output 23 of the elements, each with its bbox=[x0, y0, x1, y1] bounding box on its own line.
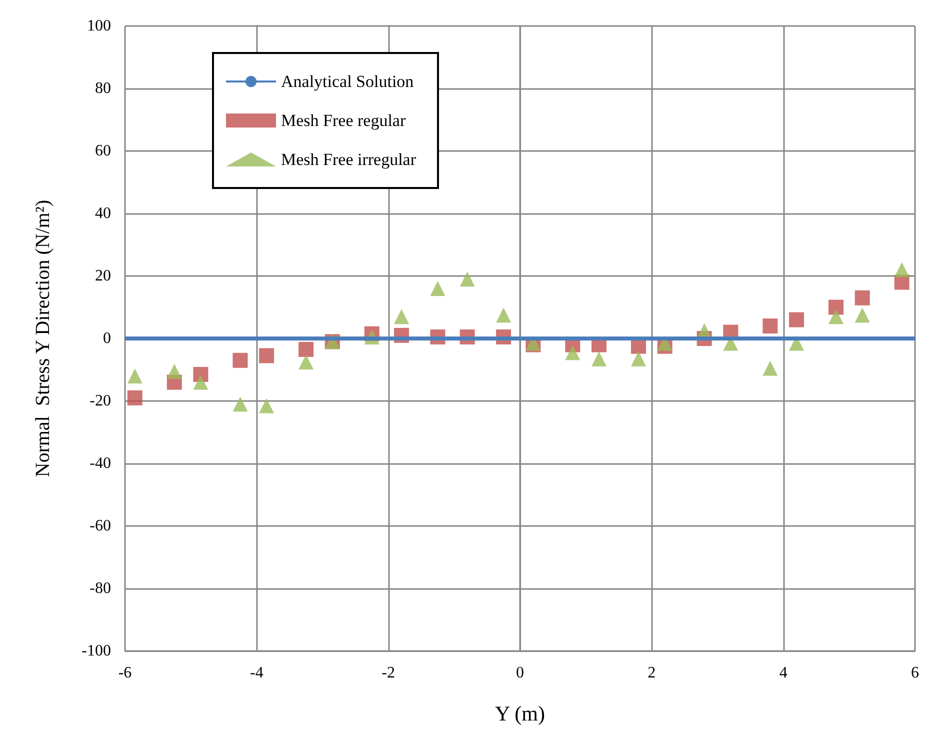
legend-label: Mesh Free irregular bbox=[281, 150, 416, 169]
y-axis-title: Normal Stress Y Direction (N/m²) bbox=[32, 200, 54, 478]
y-tick-label: -80 bbox=[90, 580, 111, 597]
x-tick-label: 0 bbox=[516, 664, 524, 682]
x-tick-label: 4 bbox=[779, 664, 788, 682]
x-tick-label: -2 bbox=[382, 664, 395, 682]
legend-label: Analytical Solution bbox=[281, 72, 414, 91]
x-tick-label: 6 bbox=[911, 664, 919, 682]
y-tick-label: 0 bbox=[103, 330, 111, 347]
y-tick-label: 40 bbox=[95, 205, 111, 222]
y-tick-label: -40 bbox=[90, 455, 111, 472]
x-tick-label: -4 bbox=[250, 664, 264, 682]
y-tick-label: 60 bbox=[95, 142, 111, 160]
y-tick-label: -20 bbox=[90, 392, 111, 410]
x-axis-title: Y (m) bbox=[495, 702, 545, 726]
y-tick-label: 20 bbox=[95, 268, 111, 284]
x-tick-label: 2 bbox=[648, 664, 656, 682]
y-tick-label: -100 bbox=[82, 642, 111, 660]
legend-label: Mesh Free regular bbox=[281, 111, 406, 130]
y-tick-label: -60 bbox=[90, 518, 111, 534]
y-tick-label: 100 bbox=[87, 18, 111, 34]
x-tick-label: -6 bbox=[118, 664, 132, 682]
y-tick-label: 80 bbox=[95, 80, 111, 97]
